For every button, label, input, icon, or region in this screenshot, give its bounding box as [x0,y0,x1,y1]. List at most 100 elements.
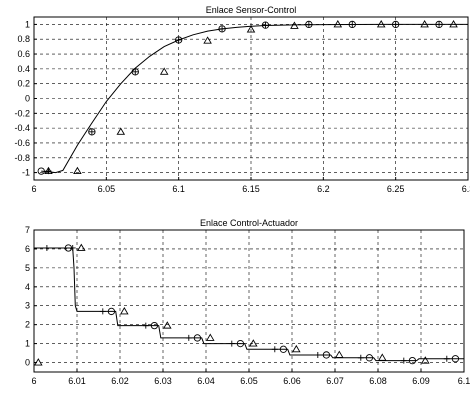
y-tick-label: -1 [22,168,30,178]
triangle-marker [246,25,256,33]
chart-title: Enlace Sensor-Control [206,5,297,15]
circle-marker [193,334,202,342]
x-tick-label: 6.1 [458,376,470,386]
y-tick-label: 0.8 [17,34,30,44]
y-tick-label: 1 [25,19,30,29]
plus-marker [314,351,321,358]
triangle-marker [159,67,169,75]
plus-marker [443,355,450,362]
triangle-marker [120,307,129,315]
y-tick-label: 1 [25,339,30,349]
y-tick-label: 0 [25,94,30,104]
x-tick-label: 6.08 [369,376,387,386]
x-tick-label: 6.02 [111,376,129,386]
chart-2: Enlace Control-Actuador 0 1 2 3 4 5 6 7 6 6.01 6.02… [25,218,470,386]
x-tick-label: 6.15 [242,184,260,194]
chart-1: Enlace Sensor-Control -1 -0.8 -0.6 -0.4 -0.2 0… [14,5,470,194]
triangle-marker [378,353,387,361]
x-tick-label: 6.01 [68,376,86,386]
triangle-marker [333,20,343,28]
plus-marker [271,346,278,353]
y-tick-label: -0.6 [14,138,30,148]
plus-marker [132,68,139,75]
plus-marker [88,128,95,135]
x-tick-label: 6.1 [172,184,185,194]
chart-title: Enlace Control-Actuador [200,218,298,228]
plus-marker [436,21,443,28]
triangle-marker [116,127,126,135]
plus-marker [219,25,226,32]
plus-marker [262,22,269,29]
triangle-marker [249,339,258,347]
circle-marker [435,20,443,29]
triangle-marker [44,166,53,175]
y-tick-label: -0.2 [14,108,30,118]
triangle-marker [449,20,458,28]
x-tick-label: 6.05 [240,376,258,386]
plus-marker [349,21,356,28]
x-tick-label: 6.05 [98,184,116,194]
triangle-marker [335,350,344,358]
circle-marker [218,25,226,33]
x-tick-label: 6.06 [283,376,301,386]
y-tick-label: -0.4 [14,123,30,133]
circle-marker [322,351,331,359]
circle-marker [408,356,417,365]
x-tick-label: 6 [31,376,36,386]
triangle-marker [290,21,299,29]
plus-marker [43,244,50,251]
circle-marker [365,354,374,362]
circle-marker [392,20,400,29]
x-tick-label: 6.2 [317,184,330,194]
circle-marker [236,339,245,348]
x-tick-label: 6.3 [462,184,470,194]
circle-marker [279,345,288,353]
x-tick-label: 6.07 [326,376,344,386]
triangle-marker [73,166,82,175]
x-tick-label: 6.03 [154,376,172,386]
plus-marker [99,308,106,315]
circle-marker [64,244,73,252]
circle-marker [88,128,96,136]
x-tick-label: 6.25 [387,184,405,194]
plus-marker [392,21,399,28]
triangle-marker [421,356,430,364]
triangle-marker [77,243,86,251]
triangle-marker [206,333,215,341]
y-tick-label: 0 [25,358,30,368]
plus-marker [357,354,364,361]
y-tick-label: 4 [25,282,30,292]
y-tick-label: 0.2 [17,79,30,89]
y-tick-label: 2 [25,320,30,330]
x-tick-label: 6 [31,184,36,194]
plus-marker [228,340,235,347]
y-tick-label: -0.8 [14,153,30,163]
triangle-marker [376,20,386,28]
plus-marker [175,36,182,43]
triangle-marker [34,358,43,366]
y-tick-label: 5 [25,263,30,273]
triangle-marker [292,344,301,353]
plus-marker [305,21,312,28]
circle-marker [451,355,460,363]
plus-marker [142,322,149,329]
x-tick-label: 6.09 [412,376,430,386]
y-tick-label: 7 [25,225,30,235]
circle-marker [150,321,159,330]
series-line [41,23,468,174]
triangle-marker [163,321,172,329]
series-line [34,247,464,362]
triangle-marker [420,20,429,28]
circle-marker [175,36,183,44]
triangle-marker [203,36,212,44]
circle-marker [305,20,313,29]
plus-marker [185,334,192,341]
x-tick-label: 6.04 [197,376,215,386]
plus-marker [400,357,407,364]
circle-marker [37,167,45,175]
y-tick-label: 0.4 [17,64,30,74]
circle-marker [107,307,116,316]
plus-marker [69,244,76,251]
circle-marker [261,21,270,29]
